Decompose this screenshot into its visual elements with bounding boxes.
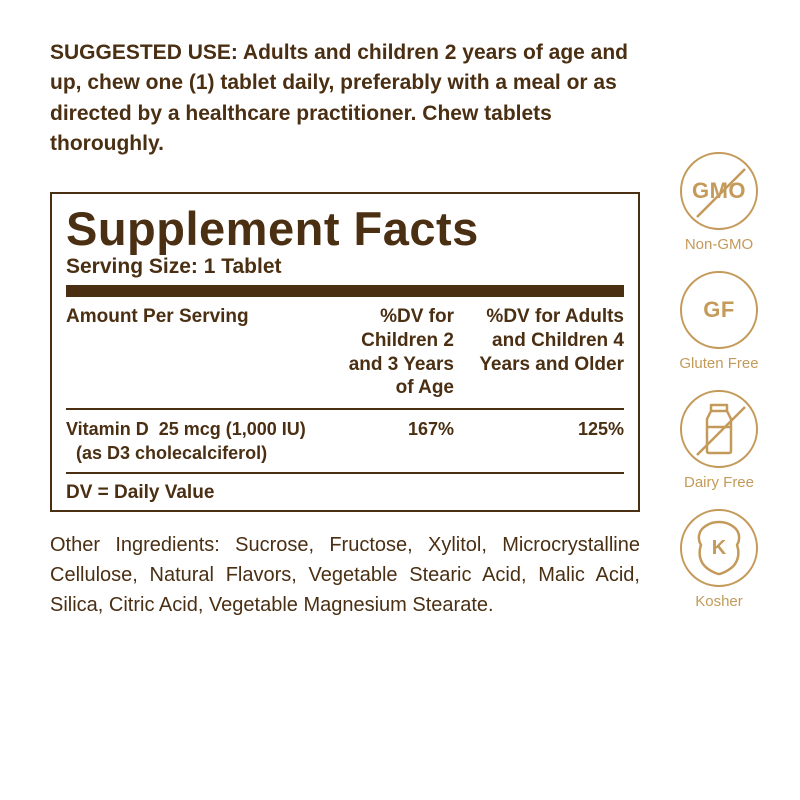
dv-note: DV = Daily Value	[66, 482, 624, 504]
facts-title: Supplement Facts	[66, 204, 624, 253]
nutrient-dv-children: 167%	[344, 418, 474, 441]
kosher-icon: K	[680, 509, 758, 587]
badge-non-gmo: GMO Non-GMO	[680, 152, 758, 253]
facts-header-row: Amount Per Serving %DV for Children 2 an…	[66, 305, 624, 400]
nutrient-name-amount: Vitamin D 25 mcg (1,000 IU)	[66, 418, 344, 441]
badge-label: Dairy Free	[684, 474, 754, 491]
nutrient-dv-adults: 125%	[474, 418, 624, 441]
badge-label: Gluten Free	[679, 355, 758, 372]
other-ingredients: Other Ingredients: Sucrose, Fructose, Xy…	[50, 530, 640, 620]
badge-label: Kosher	[695, 593, 743, 610]
main-column: SUGGESTED USE: Adults and children 2 yea…	[50, 38, 640, 620]
nutrient-name: Vitamin D	[66, 419, 149, 439]
badge-dairy-free: Dairy Free	[680, 390, 758, 491]
nutrient-amount: 25 mcg (1,000 IU)	[159, 419, 306, 439]
gf-icon: GF	[680, 271, 758, 349]
nutrient-sub: (as D3 cholecalciferol)	[66, 443, 624, 464]
milk-bottle-icon	[680, 390, 758, 468]
serving-size: Serving Size: 1 Tablet	[66, 255, 624, 279]
nutrient-row: Vitamin D 25 mcg (1,000 IU) 167% 125%	[66, 418, 624, 441]
thin-rule-2	[66, 472, 624, 474]
supplement-facts-panel: Supplement Facts Serving Size: 1 Tablet …	[50, 192, 640, 513]
badge-column: GMO Non-GMO GF Gluten Free Dairy Free	[664, 152, 774, 610]
header-dv-children: %DV for Children 2 and 3 Years of Age	[344, 305, 474, 400]
gmo-icon: GMO	[680, 152, 758, 230]
badge-kosher: K Kosher	[680, 509, 758, 610]
header-dv-adults: %DV for Adults and Children 4 Years and …	[474, 305, 624, 400]
suggested-use-text: SUGGESTED USE: Adults and children 2 yea…	[50, 38, 640, 160]
badge-label: Non-GMO	[685, 236, 753, 253]
thin-rule	[66, 408, 624, 410]
svg-text:K: K	[712, 537, 727, 559]
thick-rule	[66, 285, 624, 297]
header-amount: Amount Per Serving	[66, 305, 344, 400]
badge-gluten-free: GF Gluten Free	[679, 271, 758, 372]
